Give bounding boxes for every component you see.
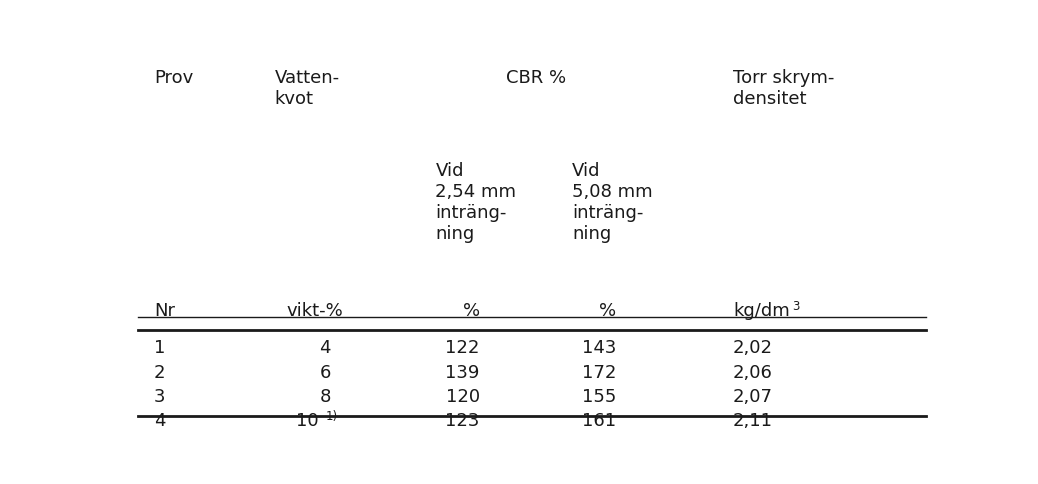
Text: 1): 1) <box>325 410 337 423</box>
Text: Vatten-
kvot: Vatten- kvot <box>274 69 339 108</box>
Text: 2,11: 2,11 <box>733 412 773 430</box>
Text: 155: 155 <box>582 388 617 406</box>
Text: 122: 122 <box>445 339 480 358</box>
Text: Nr: Nr <box>154 302 174 320</box>
Text: %: % <box>463 302 480 320</box>
Text: 2,07: 2,07 <box>733 388 773 406</box>
Text: 4: 4 <box>154 412 165 430</box>
Text: 123: 123 <box>445 412 480 430</box>
Text: 139: 139 <box>445 363 480 382</box>
Text: 10: 10 <box>296 412 319 430</box>
Text: 161: 161 <box>582 412 617 430</box>
Text: Prov: Prov <box>154 69 193 87</box>
Text: 6: 6 <box>320 363 331 382</box>
Text: CBR %: CBR % <box>506 69 566 87</box>
Text: 172: 172 <box>582 363 617 382</box>
Text: kg/dm: kg/dm <box>733 302 790 320</box>
Text: Vid
5,08 mm
inträng-
ning: Vid 5,08 mm inträng- ning <box>572 163 653 243</box>
Text: vikt-%: vikt-% <box>286 302 343 320</box>
Text: %: % <box>599 302 617 320</box>
Text: Torr skrym-
densitet: Torr skrym- densitet <box>733 69 835 108</box>
Text: 3: 3 <box>154 388 165 406</box>
Text: 1: 1 <box>154 339 165 358</box>
Text: 2,06: 2,06 <box>733 363 773 382</box>
Text: 143: 143 <box>582 339 617 358</box>
Text: 120: 120 <box>445 388 480 406</box>
Text: 4: 4 <box>320 339 331 358</box>
Text: 2,02: 2,02 <box>733 339 773 358</box>
Text: 8: 8 <box>320 388 331 406</box>
Text: 3: 3 <box>792 300 799 313</box>
Text: 2: 2 <box>154 363 165 382</box>
Text: Vid
2,54 mm
inträng-
ning: Vid 2,54 mm inträng- ning <box>436 163 517 243</box>
